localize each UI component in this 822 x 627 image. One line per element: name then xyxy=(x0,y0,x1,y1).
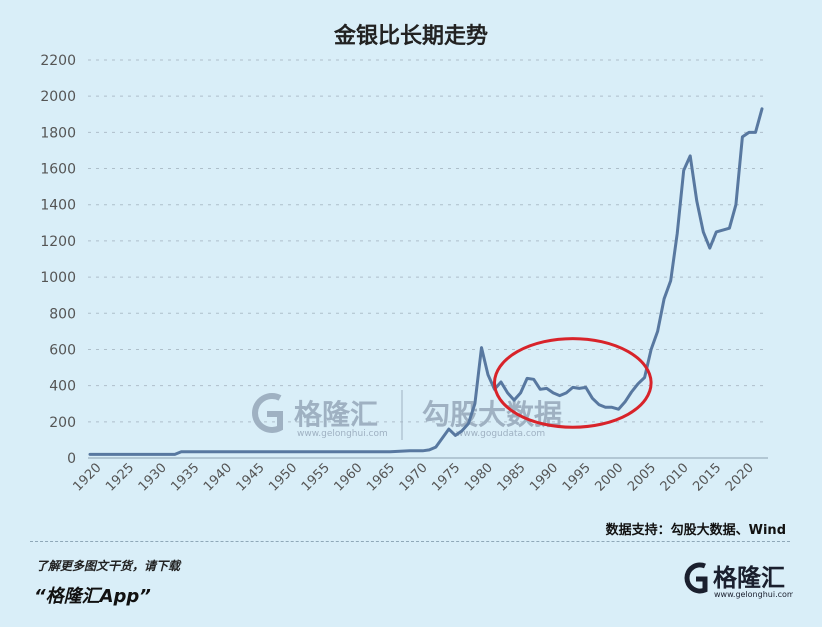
y-tick-label: 2000 xyxy=(40,89,76,105)
series-layer xyxy=(88,107,764,456)
y-axis-ticks: 0 200 400 600 800 1000 1200 1400 1600 1800 2000 220… xyxy=(40,53,76,467)
y-tick-label: 1200 xyxy=(40,234,76,250)
grid-lines xyxy=(88,59,768,423)
y-tick-label: 1800 xyxy=(40,125,76,141)
x-tick-label: 1995 xyxy=(560,461,594,495)
promo-app-name: “格隆汇App” xyxy=(34,586,151,607)
watermark-g-icon xyxy=(252,393,283,433)
chart-plot: 格隆汇 www.gelonghui.com 勾股大数据 www.gogudata… xyxy=(40,53,768,495)
brand-logo: 格隆汇 www.gelonghui.com xyxy=(684,562,793,599)
watermark-partner-cn: 勾股大数据 xyxy=(422,398,562,431)
y-tick-label: 1600 xyxy=(40,162,76,178)
x-tick-label: 1985 xyxy=(495,461,529,495)
x-tick-label: 2015 xyxy=(690,461,724,495)
x-tick-label: 1990 xyxy=(527,461,561,495)
watermark-brand-url: www.gelonghui.com xyxy=(297,429,388,439)
y-tick-label: 1400 xyxy=(40,198,76,214)
y-tick-label: 400 xyxy=(49,379,76,395)
y-tick-label: 200 xyxy=(49,415,76,431)
x-tick-label: 1955 xyxy=(299,461,333,495)
footer-divider xyxy=(30,541,790,542)
x-tick-label: 1965 xyxy=(364,461,398,495)
logo-g-icon xyxy=(684,562,708,594)
x-tick-label: 1945 xyxy=(234,461,268,495)
x-tick-label: 1960 xyxy=(331,461,365,495)
x-tick-label: 1970 xyxy=(397,461,431,495)
x-tick-label: 1975 xyxy=(429,461,463,495)
logo-url: www.gelonghui.com xyxy=(714,590,793,599)
chart-title: 金银比长期走势 xyxy=(333,24,488,49)
x-tick-label: 2005 xyxy=(625,461,659,495)
y-tick-label: 1000 xyxy=(40,270,76,286)
logo-text: 格隆汇 xyxy=(713,564,785,592)
x-axis-ticks: 1920192519301935194019451950195519601965… xyxy=(71,461,757,495)
x-tick-label: 1940 xyxy=(201,461,235,495)
y-tick-label: 600 xyxy=(49,342,76,358)
x-tick-label: 2020 xyxy=(723,461,757,495)
x-tick-label: 2010 xyxy=(658,461,692,495)
x-tick-label: 2000 xyxy=(592,461,626,495)
promo-text: 了解更多图文干货，请下载 xyxy=(36,559,181,573)
watermark-partner-url: www.gogudata.com xyxy=(456,429,545,439)
watermark: 格隆汇 www.gelonghui.com 勾股大数据 www.gogudata… xyxy=(252,390,562,440)
highlight-ellipse xyxy=(493,337,653,429)
y-tick-label: 2200 xyxy=(40,53,76,69)
source-note: 数据支持：勾股大数据、Wind xyxy=(605,523,786,538)
series-line xyxy=(88,107,764,456)
y-tick-label: 0 xyxy=(67,451,76,467)
annotation-layer xyxy=(493,337,653,429)
y-tick-label: 800 xyxy=(49,306,76,322)
watermark-brand-cn: 格隆汇 xyxy=(294,398,378,431)
x-tick-label: 1925 xyxy=(103,461,137,495)
x-tick-label: 1935 xyxy=(168,461,202,495)
x-tick-label: 1980 xyxy=(462,461,496,495)
x-tick-label: 1930 xyxy=(136,461,170,495)
x-tick-label: 1950 xyxy=(266,461,300,495)
